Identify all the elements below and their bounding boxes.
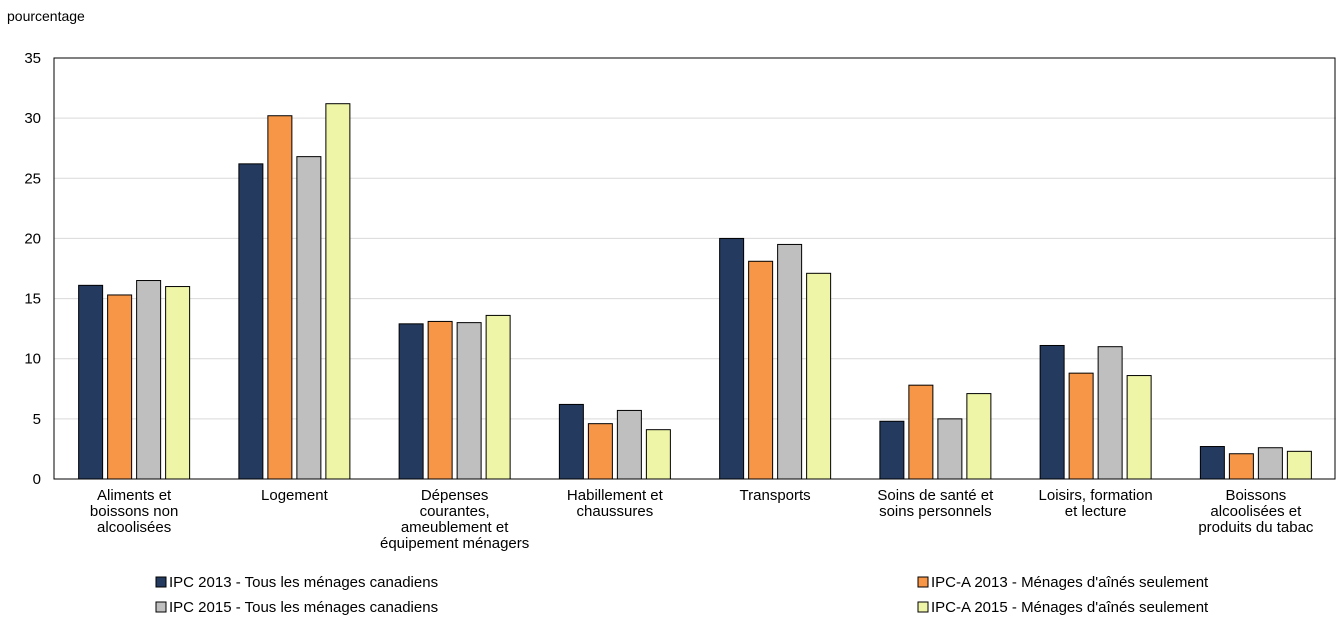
bar	[1039, 344, 1065, 480]
legend-label: IPC 2013 - Tous les ménages canadiens	[169, 574, 438, 591]
category-label: et lecture	[1065, 503, 1127, 520]
category-label: boissons non	[90, 503, 178, 520]
legend-series-description: Ménages d'aînés seulement	[1021, 599, 1209, 616]
legend-series-name: IPC 2015	[169, 599, 232, 616]
legend-series-description: Tous les ménages canadiens	[245, 599, 438, 616]
category-label: alcoolisées	[97, 519, 171, 536]
bar	[645, 429, 671, 480]
bar	[267, 115, 293, 480]
bar	[296, 156, 322, 480]
legend-separator: -	[1008, 574, 1021, 591]
category-label: Soins de santé et	[877, 487, 994, 504]
bar	[1257, 447, 1283, 480]
legend-separator: -	[1008, 599, 1021, 616]
bar	[937, 418, 963, 480]
bar	[238, 163, 264, 480]
y-tick-label: 35	[24, 50, 41, 67]
bar	[1286, 450, 1312, 480]
y-tick-label: 25	[24, 170, 41, 187]
bar	[719, 237, 745, 480]
legend-label: IPC 2015 - Tous les ménages canadiens	[169, 599, 438, 616]
y-axis-ticks: 0 5 10 15 20 25 30 35	[24, 50, 41, 488]
category-label: équipement ménagers	[380, 535, 529, 552]
category-label: ameublement et	[401, 519, 509, 536]
bar	[485, 314, 511, 480]
y-tick-label: 20	[24, 230, 41, 247]
bar	[777, 243, 803, 480]
legend-swatch	[917, 601, 929, 613]
category-label: Logement	[261, 487, 329, 504]
y-tick-label: 0	[33, 471, 41, 488]
category-label: Dépenses	[421, 487, 489, 504]
legend-separator: -	[232, 574, 245, 591]
y-tick-label: 30	[24, 110, 41, 127]
category-label: chaussures	[577, 503, 654, 520]
legend-swatch	[155, 576, 167, 588]
legend: IPC 2013 - Tous les ménages canadiensIPC…	[155, 574, 1209, 616]
bar	[107, 294, 133, 480]
category-label: Loisirs, formation	[1039, 487, 1153, 504]
bar	[558, 403, 584, 480]
plot-area	[53, 57, 1336, 480]
bar	[136, 280, 162, 480]
bar	[427, 320, 453, 480]
bar	[908, 384, 934, 480]
category-label: Habillement et	[567, 487, 664, 504]
bar	[879, 420, 905, 480]
legend-swatch	[917, 576, 929, 588]
legend-separator: -	[232, 599, 245, 616]
bar	[78, 284, 104, 480]
bar	[325, 103, 351, 480]
bar	[806, 272, 832, 480]
legend-series-name: IPC-A 2013	[931, 574, 1008, 591]
bar	[748, 260, 774, 480]
legend-swatch	[155, 601, 167, 613]
category-label: Aliments et	[97, 487, 172, 504]
bar	[1068, 372, 1094, 480]
y-tick-label: 5	[33, 411, 41, 428]
bar	[1097, 346, 1123, 480]
category-label: Boissons	[1225, 487, 1286, 504]
category-label: Transports	[740, 487, 811, 504]
y-tick-label: 15	[24, 291, 41, 308]
y-tick-label: 10	[24, 351, 41, 368]
category-label: courantes,	[420, 503, 490, 520]
category-label: produits du tabac	[1198, 519, 1314, 536]
bar	[616, 409, 642, 480]
legend-series-description: Ménages d'aînés seulement	[1021, 574, 1209, 591]
bar	[587, 423, 613, 480]
bar	[1126, 375, 1152, 480]
bars	[78, 103, 1312, 480]
bar	[966, 393, 992, 480]
bar	[456, 322, 482, 480]
bar	[1199, 446, 1225, 480]
legend-series-name: IPC-A 2015	[931, 599, 1008, 616]
bar	[398, 323, 424, 480]
category-label: soins personnels	[879, 503, 992, 520]
legend-label: IPC-A 2013 - Ménages d'aînés seulement	[931, 574, 1209, 591]
legend-series-name: IPC 2013	[169, 574, 232, 591]
legend-series-description: Tous les ménages canadiens	[245, 574, 438, 591]
legend-label: IPC-A 2015 - Ménages d'aînés seulement	[931, 599, 1209, 616]
y-axis-label: pourcentage	[7, 8, 85, 24]
bar	[1228, 453, 1254, 480]
bar	[165, 286, 191, 480]
category-label: alcoolisées et	[1210, 503, 1302, 520]
